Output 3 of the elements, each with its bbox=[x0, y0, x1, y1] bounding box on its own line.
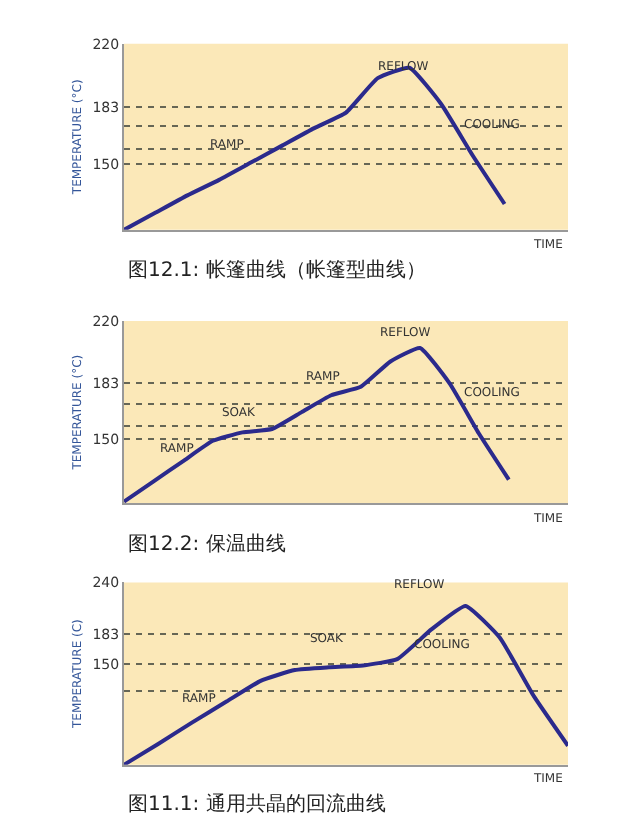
text: 图12.1: 帐篷曲线（帐篷型曲线） bbox=[128, 258, 426, 282]
text: 图11.1: 通用共晶的回流曲线 bbox=[128, 792, 386, 816]
text: 图12.2: 保温曲线 bbox=[128, 532, 286, 556]
